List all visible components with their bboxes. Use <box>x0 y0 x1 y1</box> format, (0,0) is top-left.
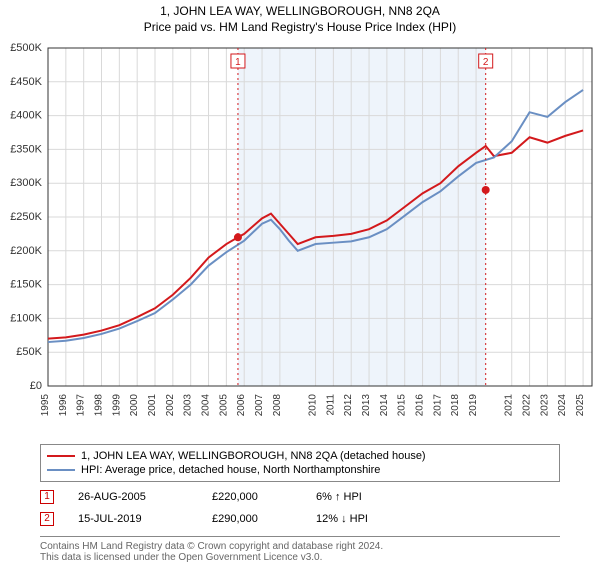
sale-delta-1: 6% ↑ HPI <box>316 491 406 503</box>
sale-row: 1 26-AUG-2005 £220,000 6% ↑ HPI <box>40 486 560 508</box>
svg-text:1996: 1996 <box>58 394 69 417</box>
svg-text:2008: 2008 <box>272 394 283 417</box>
svg-text:1999: 1999 <box>111 394 122 417</box>
svg-text:£400K: £400K <box>10 110 42 122</box>
sale-marker-1: 1 <box>40 490 54 504</box>
sale-price-1: £220,000 <box>212 491 292 503</box>
svg-text:£350K: £350K <box>10 143 42 155</box>
legend-box: 1, JOHN LEA WAY, WELLINGBOROUGH, NN8 2QA… <box>40 444 560 482</box>
svg-text:£250K: £250K <box>10 211 42 223</box>
svg-text:2018: 2018 <box>450 394 461 417</box>
svg-text:2005: 2005 <box>218 394 229 417</box>
chart-svg: £0 £50K £100K £150K £200K £250K £300K £350K £400… <box>0 38 600 438</box>
sale-row: 2 15-JUL-2019 £290,000 12% ↓ HPI <box>40 508 560 530</box>
svg-text:2016: 2016 <box>415 394 426 417</box>
sale-rows: 1 26-AUG-2005 £220,000 6% ↑ HPI 2 15-JUL… <box>40 486 560 530</box>
svg-text:2023: 2023 <box>539 394 550 417</box>
chart-area: £0 £50K £100K £150K £200K £250K £300K £350K £400… <box>0 38 600 438</box>
svg-text:£100K: £100K <box>10 312 42 324</box>
svg-text:2004: 2004 <box>201 394 212 417</box>
svg-text:£150K: £150K <box>10 279 42 291</box>
svg-text:£500K: £500K <box>10 42 42 54</box>
sale-delta-2: 12% ↓ HPI <box>316 513 406 525</box>
svg-text:1: 1 <box>235 57 241 68</box>
legend-label-2: HPI: Average price, detached house, Nort… <box>81 464 380 476</box>
svg-text:2006: 2006 <box>236 394 247 417</box>
svg-text:£50K: £50K <box>16 346 42 358</box>
svg-text:2015: 2015 <box>397 394 408 417</box>
svg-text:2007: 2007 <box>254 394 265 417</box>
svg-text:2025: 2025 <box>575 394 586 417</box>
svg-text:1995: 1995 <box>40 394 51 417</box>
sale-price-2: £290,000 <box>212 513 292 525</box>
svg-text:2021: 2021 <box>504 394 515 417</box>
sale-marker-2: 2 <box>40 512 54 526</box>
legend-swatch-2 <box>47 469 75 471</box>
footer: Contains HM Land Registry data © Crown c… <box>40 536 560 563</box>
svg-text:2012: 2012 <box>343 394 354 417</box>
svg-text:2: 2 <box>483 57 489 68</box>
sale-date-1: 26-AUG-2005 <box>78 491 188 503</box>
svg-text:2024: 2024 <box>557 394 568 417</box>
svg-text:2000: 2000 <box>129 394 140 417</box>
svg-text:£200K: £200K <box>10 245 42 257</box>
legend-label-1: 1, JOHN LEA WAY, WELLINGBOROUGH, NN8 2QA… <box>81 450 426 462</box>
svg-text:£0: £0 <box>30 380 42 392</box>
svg-text:2019: 2019 <box>468 394 479 417</box>
svg-text:2017: 2017 <box>432 394 443 417</box>
svg-text:1998: 1998 <box>94 394 105 417</box>
svg-text:2001: 2001 <box>147 394 158 417</box>
svg-text:1997: 1997 <box>76 394 87 417</box>
svg-text:2022: 2022 <box>522 394 533 417</box>
svg-text:2003: 2003 <box>183 394 194 417</box>
svg-text:2002: 2002 <box>165 394 176 417</box>
legend-row: 1, JOHN LEA WAY, WELLINGBOROUGH, NN8 2QA… <box>47 449 553 463</box>
svg-text:2014: 2014 <box>379 394 390 417</box>
chart-subtitle: Price paid vs. HM Land Registry's House … <box>0 18 600 38</box>
svg-text:2011: 2011 <box>325 394 336 416</box>
svg-text:2013: 2013 <box>361 394 372 417</box>
chart-title: 1, JOHN LEA WAY, WELLINGBOROUGH, NN8 2QA <box>0 0 600 18</box>
sale-date-2: 15-JUL-2019 <box>78 513 188 525</box>
svg-text:£300K: £300K <box>10 177 42 189</box>
svg-text:2010: 2010 <box>308 394 319 417</box>
footer-line-1: Contains HM Land Registry data © Crown c… <box>40 541 560 552</box>
svg-text:£450K: £450K <box>10 76 42 88</box>
legend-swatch-1 <box>47 455 75 457</box>
footer-line-2: This data is licensed under the Open Gov… <box>40 552 560 563</box>
legend-row: HPI: Average price, detached house, Nort… <box>47 463 553 477</box>
